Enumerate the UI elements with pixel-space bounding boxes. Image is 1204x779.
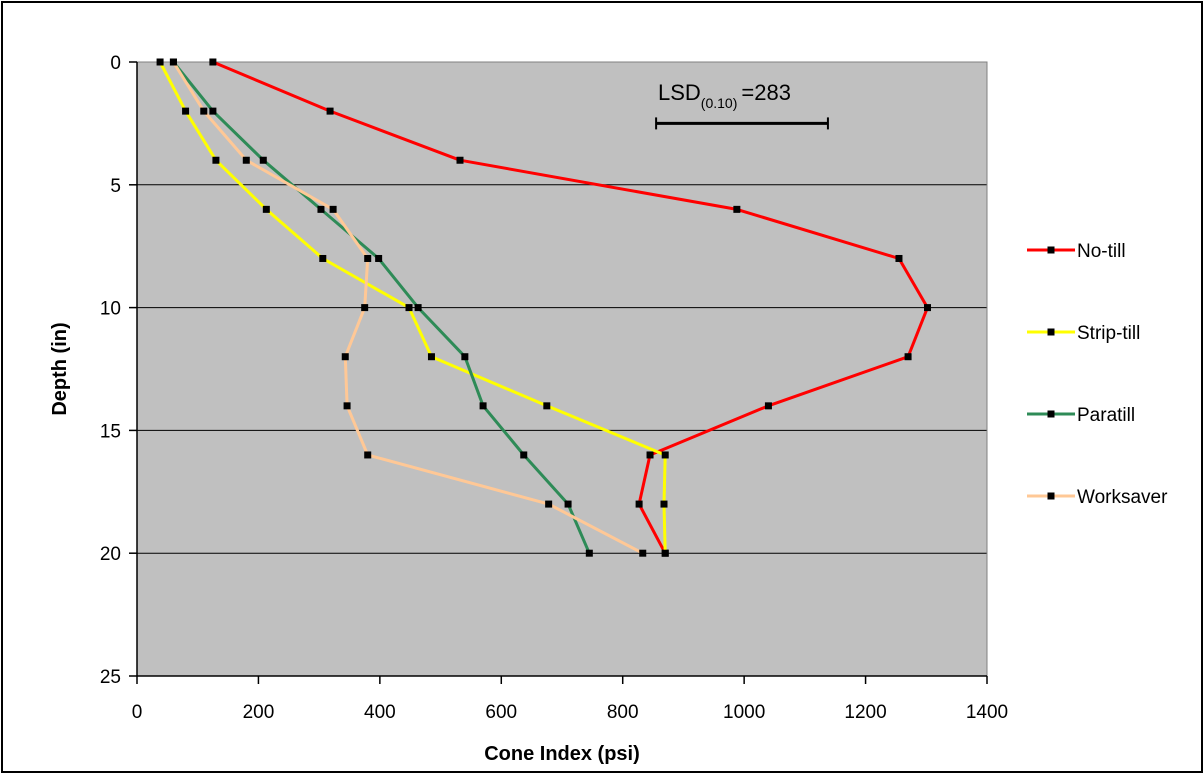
- data-point-no-till-0: [209, 58, 217, 66]
- legend-marker-no-till: [1047, 246, 1055, 254]
- legend-item-worksaver: Worksaver: [1027, 487, 1168, 508]
- data-point-strip-till-2: [212, 156, 220, 164]
- data-point-paratill-6: [461, 353, 469, 361]
- legend-label-paratill: Paratill: [1077, 405, 1135, 426]
- data-point-paratill-8: [520, 451, 528, 459]
- data-point-worksaver-10: [639, 549, 647, 557]
- data-point-strip-till-9: [660, 500, 668, 508]
- y-tick-label-3: 15: [100, 421, 121, 442]
- data-point-worksaver-8: [364, 451, 372, 459]
- lsd-label-main: LSD: [658, 80, 701, 105]
- data-point-paratill-5: [414, 304, 422, 312]
- data-point-paratill-4: [375, 254, 383, 262]
- legend: No-till Strip-till Paratill Worksaver: [1027, 241, 1168, 508]
- data-point-no-till-2: [456, 156, 464, 164]
- data-point-no-till-5: [924, 304, 931, 312]
- legend-label-worksaver: Worksaver: [1077, 487, 1168, 508]
- x-tick-label-7: 1400: [966, 702, 1008, 723]
- data-point-worksaver-4: [364, 254, 372, 262]
- y-tick-label-1: 5: [110, 176, 121, 197]
- y-tick-label-0: 0: [110, 53, 121, 74]
- data-point-worksaver-5: [361, 304, 369, 312]
- data-point-strip-till-5: [405, 304, 413, 312]
- data-point-strip-till-3: [262, 205, 270, 213]
- x-tick-label-1: 200: [243, 702, 275, 723]
- data-point-worksaver-6: [341, 353, 349, 361]
- y-tick-label-5: 25: [100, 667, 121, 688]
- data-point-strip-till-6: [427, 353, 435, 361]
- y-axis-title: Depth (in): [49, 322, 71, 415]
- data-point-worksaver-2: [242, 156, 250, 164]
- data-point-no-till-9: [635, 500, 643, 508]
- data-point-strip-till-1: [182, 107, 190, 115]
- data-point-no-till-4: [895, 254, 903, 262]
- data-point-paratill-10: [585, 549, 593, 557]
- data-point-no-till-7: [764, 402, 772, 410]
- data-point-worksaver-3: [329, 205, 337, 213]
- data-point-worksaver-0: [169, 58, 177, 66]
- y-tick-label-2: 10: [100, 299, 121, 320]
- lsd-label-sub: (0.10): [701, 95, 738, 111]
- data-point-paratill-3: [317, 205, 325, 213]
- legend-item-paratill: Paratill: [1027, 405, 1135, 426]
- data-point-no-till-1: [326, 107, 334, 115]
- data-point-paratill-1: [209, 107, 217, 115]
- x-tick-label-3: 600: [485, 702, 517, 723]
- series-strip-till: [156, 58, 669, 557]
- data-point-worksaver-9: [545, 500, 553, 508]
- data-point-paratill-9: [564, 500, 572, 508]
- data-point-strip-till-10: [661, 549, 669, 557]
- data-point-no-till-6: [904, 353, 912, 361]
- legend-item-no-till: No-till: [1027, 241, 1126, 262]
- x-tick-label-4: 800: [607, 702, 639, 723]
- lsd-label: LSD(0.10) =283: [658, 80, 791, 111]
- legend-marker-worksaver: [1047, 492, 1055, 500]
- x-axis-title: Cone Index (psi): [484, 743, 640, 765]
- legend-label-strip-till: Strip-till: [1077, 323, 1140, 344]
- data-point-no-till-3: [733, 205, 741, 213]
- legend-item-strip-till: Strip-till: [1027, 323, 1140, 344]
- data-point-paratill-7: [479, 402, 487, 410]
- plot-area: [137, 62, 987, 676]
- lsd-label-value: =283: [741, 80, 791, 105]
- x-tick-label-6: 1200: [844, 702, 886, 723]
- legend-label-no-till: No-till: [1077, 241, 1126, 262]
- data-point-strip-till-0: [156, 58, 164, 66]
- series-worksaver: [169, 58, 647, 557]
- series-lines: [156, 58, 931, 557]
- data-point-worksaver-1: [200, 107, 208, 115]
- data-point-strip-till-4: [319, 254, 327, 262]
- data-point-no-till-8: [646, 451, 654, 459]
- axes: 0 5 10 15 20 25 0 200 400 600 800 1000 1200 1400: [100, 53, 1008, 723]
- legend-marker-strip-till: [1047, 328, 1055, 336]
- lsd-annotation: LSD(0.10) =283: [655, 80, 829, 130]
- y-tick-label-4: 20: [100, 544, 121, 565]
- legend-marker-paratill: [1047, 410, 1055, 418]
- x-tick-label-5: 1000: [723, 702, 765, 723]
- data-point-strip-till-8: [661, 451, 669, 459]
- x-tick-label-2: 400: [364, 702, 396, 723]
- x-tick-label-0: 0: [132, 702, 143, 723]
- data-point-worksaver-7: [343, 402, 351, 410]
- gridlines: [137, 184, 987, 554]
- data-point-paratill-2: [259, 156, 267, 164]
- data-point-strip-till-7: [543, 402, 551, 410]
